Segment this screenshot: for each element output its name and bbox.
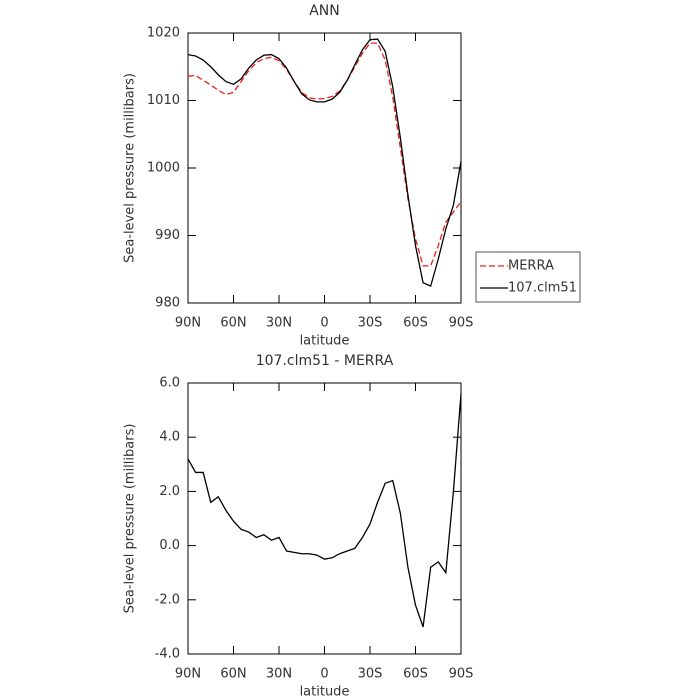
x-tick-label: 0 (320, 667, 328, 682)
x-tick-label: 60S (403, 667, 428, 682)
y-tick-label: 1010 (147, 93, 180, 108)
x-tick-label: 60N (220, 316, 246, 331)
x-axis-label: latitude (300, 685, 350, 700)
x-tick-label: 30S (358, 667, 383, 682)
y-tick-label: 6.0 (159, 376, 180, 391)
x-tick-label: 60N (220, 667, 246, 682)
y-tick-label: 980 (155, 296, 180, 311)
x-tick-label: 30N (266, 316, 292, 331)
x-tick-label: 30S (358, 316, 383, 331)
data-line (187, 38, 462, 288)
plot-frame (187, 382, 462, 655)
y-tick-label: 1000 (147, 161, 180, 176)
x-tick-label: 90S (449, 667, 474, 682)
y-tick-label: -4.0 (155, 647, 180, 662)
legend-box (475, 251, 581, 303)
data-line (187, 42, 462, 267)
data-line (187, 393, 462, 628)
x-tick-label: 60S (403, 316, 428, 331)
y-tick-label: 1020 (147, 26, 180, 41)
y-tick-label: 2.0 (159, 484, 180, 499)
x-axis-label: latitude (300, 334, 350, 349)
x-tick-label: 90S (449, 316, 474, 331)
y-axis-label: Sea-level pressure (millibars) (123, 424, 138, 614)
chart-title: 107.clm51 - MERRA (256, 353, 394, 369)
chart-title: ANN (309, 3, 340, 19)
x-tick-label: 90N (175, 667, 201, 682)
y-tick-label: 990 (155, 228, 180, 243)
x-tick-label: 90N (175, 316, 201, 331)
x-tick-label: 30N (266, 667, 292, 682)
y-tick-label: -2.0 (155, 592, 180, 607)
legend-label: MERRA (508, 259, 554, 274)
legend-label: 107.clm51 (508, 281, 577, 296)
plot-frame (187, 32, 462, 304)
y-axis-label: Sea-level pressure (millibars) (123, 73, 138, 263)
x-tick-label: 0 (320, 316, 328, 331)
y-tick-label: 4.0 (159, 430, 180, 445)
y-tick-label: 0.0 (159, 538, 180, 553)
